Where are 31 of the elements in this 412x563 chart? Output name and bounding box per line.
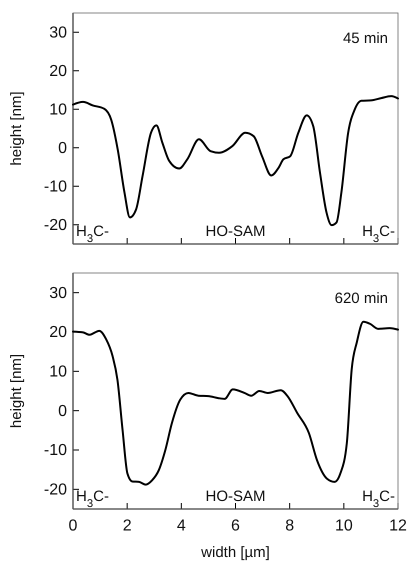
- y-tick-label: -10: [44, 178, 68, 196]
- annotation: H$_{3}$C-: [362, 488, 396, 510]
- annotation: H$_{3}$C-: [76, 223, 109, 245]
- x-tick-label: 12: [389, 517, 407, 534]
- annotation: 45 min: [342, 30, 388, 47]
- line-series: [72, 320, 399, 486]
- y-tick-label: 0: [58, 140, 68, 157]
- y-tick-label: 10: [49, 101, 68, 118]
- y-tick-label: 30: [49, 284, 68, 302]
- y-tick-label: -20: [44, 481, 68, 498]
- annotation: 620 min: [334, 290, 388, 307]
- y-tick-label: -20: [44, 216, 68, 234]
- annotation: HO-SAM: [206, 223, 266, 240]
- x-axis-title: width [µm]: [200, 544, 270, 561]
- x-tick-label: 2: [122, 517, 132, 534]
- x-tick-label: 10: [334, 517, 353, 534]
- x-tick-label: 4: [176, 517, 186, 534]
- y-tick-label: 0: [58, 402, 68, 420]
- y-tick-label: 30: [49, 24, 68, 42]
- y-tick-label: 20: [49, 62, 68, 80]
- x-tick-label: 8: [285, 517, 294, 534]
- y-tick-label: 20: [49, 324, 68, 342]
- y-tick-label: 10: [49, 363, 68, 380]
- y-tick-label: -10: [44, 442, 68, 460]
- y-axis-title: height [nm]: [8, 354, 25, 428]
- y-axis-title: height [nm]: [8, 91, 25, 166]
- annotation: H$_{3}$C-: [362, 223, 396, 245]
- line-series: [72, 95, 399, 226]
- x-tick-label: 6: [231, 517, 240, 534]
- annotation: HO-SAM: [206, 488, 266, 505]
- annotation: H$_{3}$C-: [76, 488, 109, 510]
